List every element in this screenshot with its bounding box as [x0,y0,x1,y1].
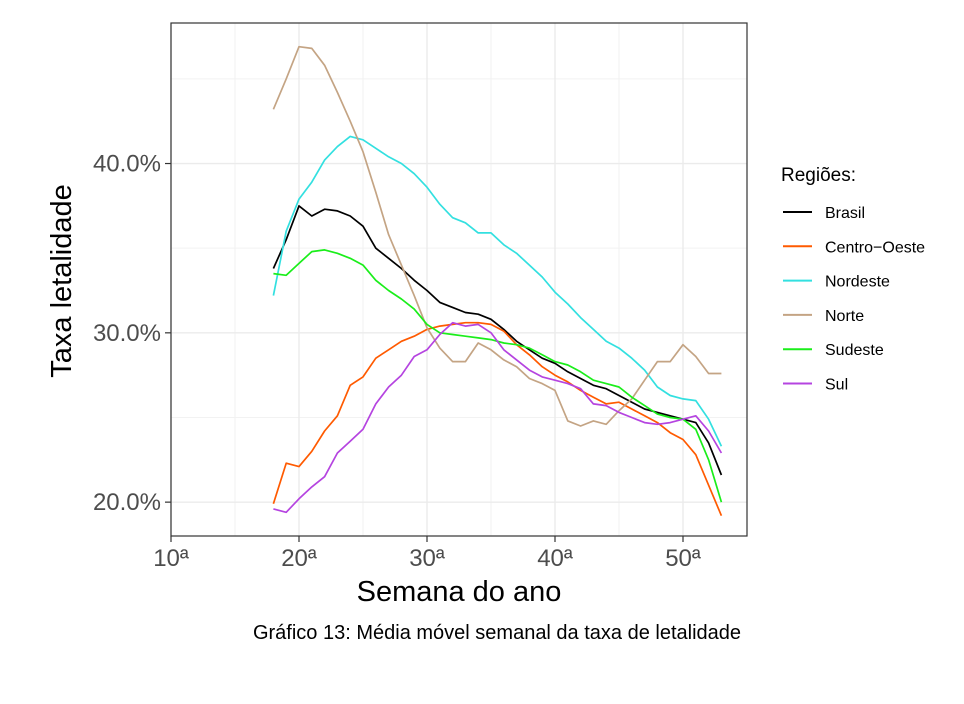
legend: Brasil Centro−Oeste Nordeste Norte Sudeste Su… [783,205,925,394]
legend-label: Centro−Oeste [825,239,925,256]
series-lines [272,45,723,517]
legend-label: Nordeste [825,274,890,291]
major-gridlines [170,23,747,536]
y-axis-title: Taxa letalidade [46,184,78,377]
y-tick-label: 20.0% [93,489,161,516]
x-tick-label: 20ª [281,545,317,572]
x-tick-label: 50ª [665,545,701,572]
minor-gridlines [171,23,747,536]
y-tick-label: 30.0% [93,320,161,347]
series-line-sul [273,321,723,514]
plot-panel [171,23,747,536]
axis-ticks [165,162,684,542]
legend-label: Sudeste [825,342,884,359]
y-tick-label: 40.0% [93,151,161,178]
x-tick-label: 40ª [537,545,573,572]
y-tick-labels: 20.0% 30.0% 40.0% [93,151,161,517]
legend-label: Brasil [825,205,865,222]
series-line-norte [272,45,722,427]
x-tick-labels: 10ª 20ª 30ª 40ª 50ª [153,545,701,572]
series-line-brasil [272,205,723,476]
x-axis-title: Semana do ano [357,576,562,608]
series-line-nordeste [272,135,723,447]
series-line-centro-oeste [272,321,723,517]
legend-label: Sul [825,377,848,394]
legend-title: Regiões: [781,165,856,186]
x-tick-label: 30ª [409,545,445,572]
x-tick-label: 10ª [153,545,189,572]
figure-caption: Gráfico 13: Média móvel semanal da taxa … [252,622,742,644]
plot-border [170,22,748,537]
legend-label: Norte [825,308,864,325]
